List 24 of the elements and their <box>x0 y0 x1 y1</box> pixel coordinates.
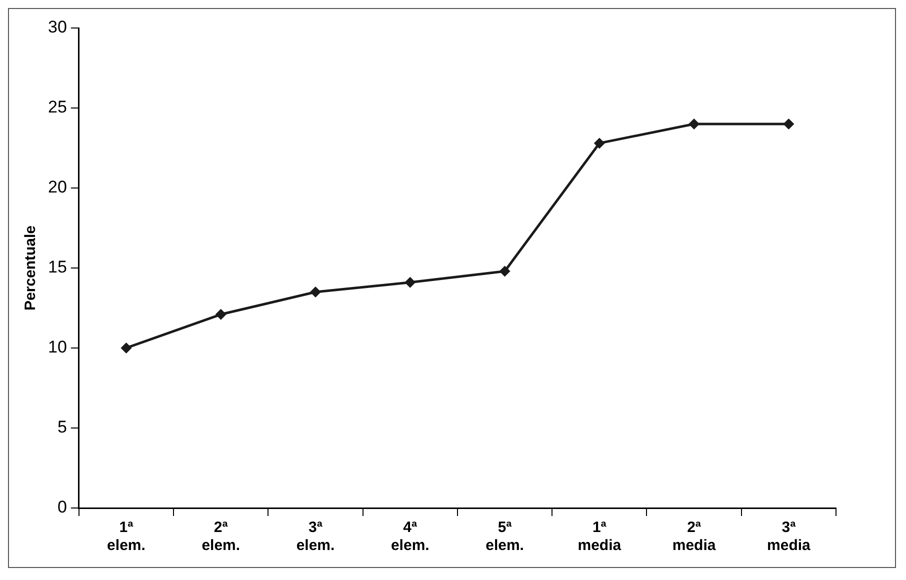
x-tick-label: 3ª media <box>767 519 812 554</box>
point <box>594 138 605 149</box>
x-tick-label: 2ª media <box>672 519 716 554</box>
y-tick-label: 10 <box>48 338 67 357</box>
point <box>310 286 321 298</box>
point <box>215 308 226 320</box>
y-tick-label: 30 <box>48 18 67 37</box>
x-tick-label: 1ª media <box>578 519 622 554</box>
y-tick-label: 20 <box>48 178 67 197</box>
point <box>120 342 132 354</box>
x-tick-label: 3ª elem. <box>296 519 335 554</box>
point <box>688 118 700 130</box>
x-tick-label: 1ª elem. <box>107 519 146 554</box>
y-tick-label: 5 <box>57 418 67 437</box>
x-tick-label: 4ª elem. <box>390 519 430 554</box>
point <box>783 118 794 130</box>
y-tick-label: 25 <box>48 98 67 117</box>
y-axis-title: Percentuale <box>22 225 40 311</box>
x-tick-label: 5ª elem. <box>486 519 524 554</box>
y-tick-label: 15 <box>48 258 67 277</box>
point <box>499 266 510 277</box>
y-tick-label: 0 <box>57 498 67 517</box>
x-tick-label: 2ª elem. <box>202 519 240 554</box>
point <box>404 276 416 288</box>
